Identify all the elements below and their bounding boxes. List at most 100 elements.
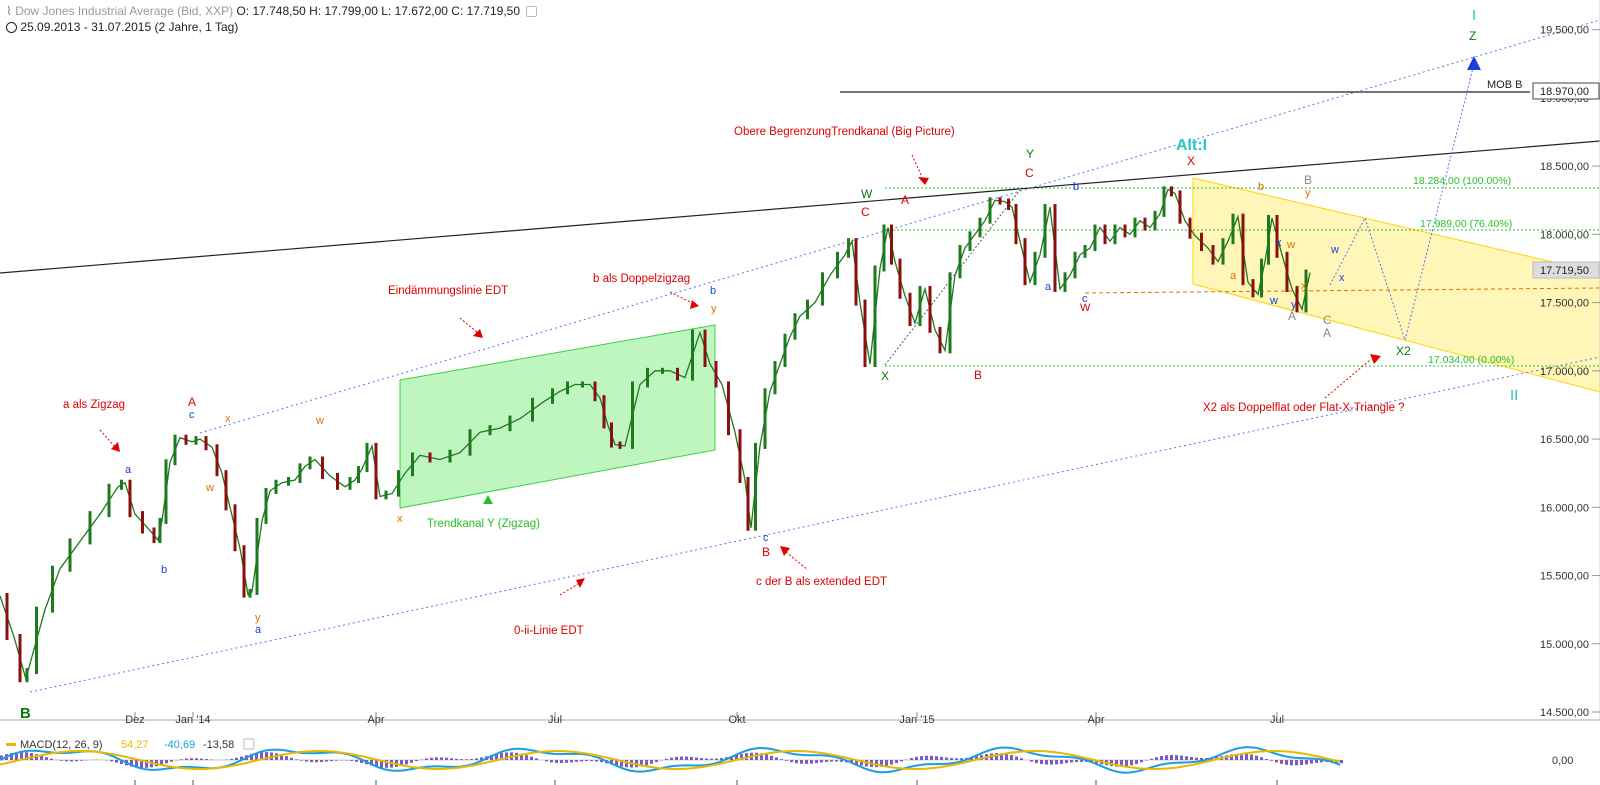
wave-B-3: B [974, 368, 982, 382]
price-candle [1083, 245, 1087, 258]
price-candle [1221, 238, 1225, 265]
price-candle [618, 441, 622, 449]
macd-histogram-bar [300, 760, 303, 761]
macd-histogram-bar [1180, 755, 1183, 760]
macd-histogram-bar [475, 758, 478, 760]
x-tick-label: Okt [728, 714, 745, 726]
price-candle [184, 434, 188, 445]
price-candle [1162, 186, 1166, 217]
price-candle [287, 477, 290, 486]
macd-histogram-bar [705, 758, 708, 760]
macd-value-1: 54,27 [121, 739, 149, 751]
macd-histogram-bar [860, 760, 863, 766]
macd-histogram-bar [130, 760, 133, 767]
price-candle [968, 231, 972, 251]
wave-x-2: x [397, 513, 403, 525]
macd-histogram-bar [80, 760, 83, 761]
macd-histogram-bar [330, 760, 333, 762]
wave-a-4: a [1230, 270, 1237, 282]
wave-C-1: C [861, 205, 870, 219]
macd-histogram-bar [805, 760, 808, 764]
macd-histogram-bar [775, 757, 778, 760]
macd-histogram-bar [810, 760, 813, 764]
annotation-null-ii: 0-ii-Linie EDT [514, 625, 584, 637]
price-candle [274, 479, 278, 494]
wave-X2: X2 [1396, 344, 1411, 358]
macd-histogram-bar [75, 760, 78, 762]
projection-path [1329, 59, 1476, 342]
wave-C-2: C [1025, 166, 1034, 180]
price-candle [215, 444, 219, 477]
price-candle [738, 429, 742, 483]
macd-histogram-bar [880, 760, 883, 767]
wave-b-2: b [710, 285, 716, 297]
price-candle [918, 285, 922, 327]
macd-histogram-bar [1160, 756, 1163, 760]
price-candle [551, 388, 554, 404]
macd-histogram-bar [1020, 758, 1023, 760]
macd-histogram-bar [1045, 760, 1048, 765]
price-candle [242, 545, 246, 598]
macd-histogram-bar [525, 755, 528, 760]
macd-histogram-bar [565, 760, 568, 763]
macd-histogram-bar [685, 756, 688, 760]
macd-histogram-bar [1235, 753, 1238, 760]
wave-b-3: b [1073, 181, 1079, 193]
macd-histogram-bar [885, 760, 888, 766]
price-candle [68, 538, 72, 572]
price-candle [593, 381, 597, 402]
settings-icon[interactable] [526, 6, 538, 18]
macd-histogram-bar [0, 755, 3, 760]
macd-histogram-bar [1270, 760, 1273, 761]
price-candle [88, 511, 92, 545]
big-picture-trendline [0, 140, 1600, 274]
macd-histogram-bar [185, 758, 188, 760]
annotation-x2: X2 als Doppelflat oder Flat-X-Triangle ? [1203, 402, 1405, 414]
macd-histogram-bar [345, 760, 348, 761]
price-candle [128, 479, 132, 518]
y-tick-label: 15.500,00 [1540, 571, 1589, 583]
price-candle [248, 588, 252, 598]
annotation-trendkanal-y: Trendkanal Y (Zigzag) [427, 518, 540, 530]
price-candle [1304, 269, 1308, 313]
macd-histogram-bar [535, 758, 538, 760]
price-candle [610, 422, 613, 448]
macd-histogram-bar [1240, 753, 1243, 760]
macd-histogram-bar [780, 759, 783, 760]
macd-settings-icon[interactable] [243, 738, 255, 750]
mob-b-price-tag [1532, 82, 1600, 100]
macd-histogram-bar [20, 751, 23, 760]
macd-value-2: -40,69 [164, 739, 195, 751]
macd-histogram-bar [930, 755, 933, 760]
macd-histogram-bar [825, 760, 828, 762]
macd-histogram-bar [315, 760, 318, 763]
price-candle [468, 429, 472, 456]
macd-histogram-bar [550, 760, 553, 763]
annotation-a-zigzag: a als Zigzag [63, 399, 125, 411]
macd-histogram-bar [595, 760, 598, 762]
price-candle [35, 606, 38, 675]
fib-0-label: 17.034,00 (0.00%) [1428, 354, 1514, 366]
wave-x-4: x [1301, 280, 1307, 292]
price-candle [1053, 204, 1057, 292]
price-candle [958, 245, 962, 279]
arrow-trendkanal-icon [483, 495, 493, 504]
wave-A-2: A [901, 193, 909, 207]
price-candle [1093, 224, 1097, 251]
macd-histogram-bar [1245, 753, 1248, 760]
price-candle [908, 292, 912, 327]
macd-histogram-bar [400, 760, 403, 766]
macd-histogram-bar [955, 758, 958, 760]
macd-histogram-bar [935, 756, 938, 760]
macd-histogram-bar [830, 760, 833, 762]
macd-histogram-bar [975, 756, 978, 760]
macd-histogram-bar [335, 760, 338, 761]
macd-histogram-bar [200, 758, 203, 760]
macd-histogram-bar [730, 756, 733, 760]
price-candle [488, 425, 492, 436]
price-candle [836, 251, 839, 279]
arrow-a-zigzag-icon [111, 442, 120, 452]
arrow-x2-line [1324, 359, 1371, 399]
macd-histogram-bar [1280, 760, 1283, 764]
